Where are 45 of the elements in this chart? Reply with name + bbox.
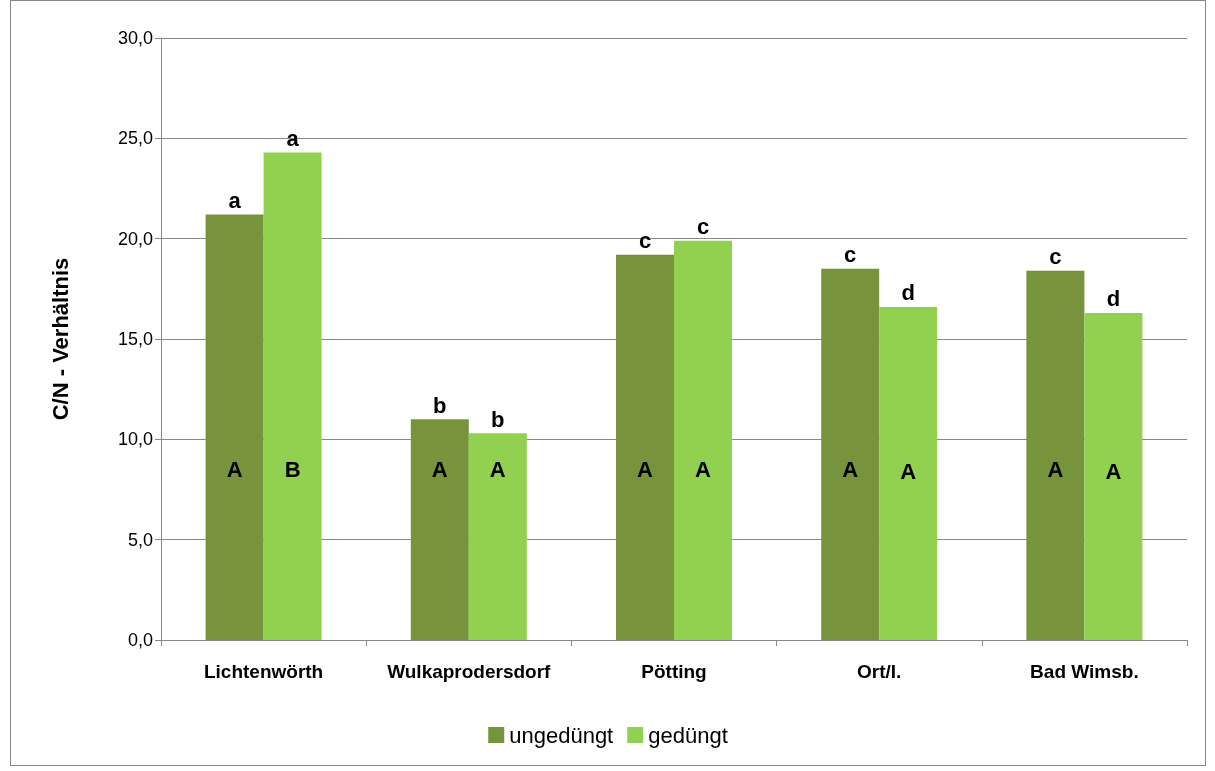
x-tick-label: Lichtenwörth [203,661,324,682]
annotation: A [842,456,859,482]
y-axis-title: C/N - Verhältnis [47,257,73,421]
data-label: c [638,228,652,254]
y-tick-label: 15,0 [117,329,153,349]
y-tick-label: 25,0 [117,128,153,149]
bar [410,419,469,640]
annotation: A [226,456,243,482]
annotation: B [284,456,301,482]
data-label: c [844,242,857,268]
annotation: A [637,456,654,482]
x-tick-label: Wulkaprodersdorf [387,661,552,682]
annotation: A [1047,456,1064,482]
x-tick-label: Ort/I. [857,661,902,682]
data-label: d [1106,286,1121,312]
annotation: A [695,456,712,482]
y-tick-label: 30,0 [117,28,153,48]
annotation: A [431,456,448,482]
data-label: a [228,188,242,214]
bar [821,268,880,640]
x-tick-label: Pötting [641,661,707,682]
y-tick-label: 0,0 [127,630,153,650]
bar [205,214,264,640]
legend-label: gedüngt [648,722,728,748]
bar [616,254,674,640]
y-tick-label: 20,0 [117,228,153,249]
annotation: A [900,458,917,484]
data-label: a [286,125,300,151]
data-label: c [1049,244,1062,270]
bar [674,240,732,640]
bar [263,152,322,640]
bar [879,306,938,640]
data-label: b [433,392,447,418]
annotation: A [1105,458,1122,484]
y-tick-label: 10,0 [117,429,153,450]
data-label: c [696,214,710,240]
bar [468,433,527,640]
legend-label: ungedüngt [509,722,614,748]
data-label: b [491,406,505,432]
y-tick-label: 5,0 [127,529,153,550]
x-tick-label: Bad Wimsb. [1030,661,1139,682]
data-label: d [901,280,915,306]
bar [1084,312,1143,640]
annotation: A [489,456,506,482]
bar [1026,270,1085,640]
